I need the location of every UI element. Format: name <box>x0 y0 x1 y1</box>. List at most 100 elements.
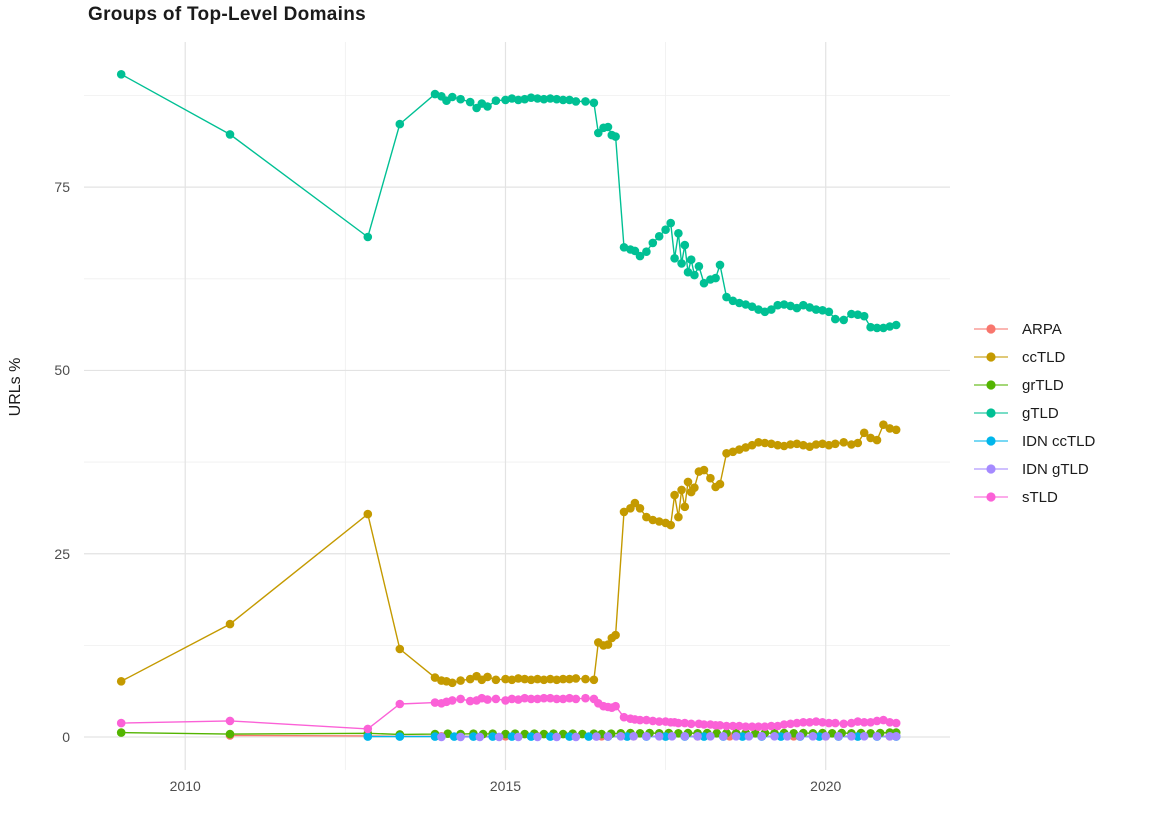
series-point-idn-gtld <box>783 732 792 741</box>
series-point-cctld <box>448 678 457 688</box>
legend-item-stld: sTLD <box>972 488 1095 506</box>
series-point-cctld <box>754 438 763 447</box>
series-point-stld <box>581 693 590 703</box>
series-point-cctld <box>465 674 475 684</box>
series-point-stld <box>635 715 645 725</box>
series-point-stld <box>648 716 658 726</box>
legend-key-icon <box>974 436 1008 446</box>
legend: ARPA ccTLD grTLD gTLD IDN ccTLD IDN gTLD sTLD <box>972 320 1095 506</box>
series-point-grtld <box>635 729 645 738</box>
series-point-gtld <box>116 70 126 79</box>
series-point-gtld <box>603 122 613 132</box>
series-point-idn-gtld <box>731 732 741 741</box>
series-point-idn-gtld <box>719 732 728 741</box>
series-point-gtld <box>694 262 704 271</box>
series-point-stld <box>571 694 581 704</box>
series-point-idn-gtld <box>834 732 843 741</box>
series-point-stld <box>526 694 536 704</box>
series-point-gtld <box>571 97 581 106</box>
series-point-stld <box>558 694 568 704</box>
legend-key-icon <box>974 464 1008 474</box>
series-point-gtld <box>715 260 725 270</box>
series-point-cctld <box>885 424 895 433</box>
series-point-cctld <box>483 672 492 682</box>
series-point-stld <box>839 719 848 729</box>
series-point-grtld <box>712 729 722 738</box>
series-point-cctld <box>539 675 549 685</box>
series-point-cctld <box>706 473 715 483</box>
series-point-stld <box>225 716 235 726</box>
series-point-gtld <box>491 96 501 105</box>
series-point-idn-cctld <box>776 732 786 741</box>
series-point-stld <box>430 698 440 707</box>
series-point-cctld <box>571 674 581 683</box>
series-point-idn-gtld <box>552 732 561 742</box>
series-point-stld <box>674 718 683 728</box>
legend-key-icon <box>974 380 1008 390</box>
series-point-gtld <box>690 270 699 280</box>
series-point-cctld <box>879 420 888 430</box>
legend-item-idn-gtld: IDN gTLD <box>972 460 1095 478</box>
series-point-idn-gtld <box>667 732 677 741</box>
legend-item-gtld: gTLD <box>972 404 1095 422</box>
series-point-cctld <box>363 509 373 519</box>
series-point-stld <box>859 718 869 727</box>
series-point-cctld <box>430 673 440 682</box>
series-point-idn-gtld <box>456 732 465 742</box>
series-point-gtld <box>767 305 776 314</box>
series-point-gtld <box>456 94 465 104</box>
legend-label: sTLD <box>1022 488 1058 506</box>
series-point-stld <box>779 720 789 729</box>
y-tick-label: 50 <box>54 362 70 379</box>
series-point-gtld <box>225 130 235 139</box>
series-point-stld <box>514 695 523 704</box>
series-point-cctld <box>514 674 523 683</box>
series-point-gtld <box>891 320 901 330</box>
series-point-cctld <box>824 440 834 450</box>
series-point-gtld <box>465 97 475 107</box>
series-point-stld <box>539 693 549 703</box>
legend-item-cctld: ccTLD <box>972 348 1095 366</box>
series-point-gtld <box>648 238 658 248</box>
y-tick-label: 25 <box>54 545 70 562</box>
series-point-idn-gtld <box>616 732 626 741</box>
series-point-stld <box>818 718 827 727</box>
series-point-gtld <box>674 229 683 238</box>
series-point-gtld <box>635 251 645 261</box>
series-point-idn-gtld <box>494 732 504 742</box>
series-point-stld <box>565 693 574 703</box>
legend-key-icon <box>974 352 1008 362</box>
series-point-cctld <box>811 440 821 449</box>
series-point-cctld <box>786 440 795 449</box>
series-point-gtld <box>686 255 696 264</box>
series-point-idn-gtld <box>872 732 882 741</box>
series-point-idn-cctld <box>853 732 863 741</box>
series-point-idn-cctld <box>488 732 498 741</box>
series-point-stld <box>654 717 664 726</box>
series-point-gtld <box>872 323 882 333</box>
series-point-idn-gtld <box>533 732 542 742</box>
y-tick-label: 75 <box>54 179 70 196</box>
series-point-cctld <box>395 644 405 654</box>
x-tick-label: 2010 <box>169 778 201 794</box>
x-tick-label: 2020 <box>810 778 842 794</box>
series-point-cctld <box>872 435 882 445</box>
series-point-gtld <box>699 278 709 288</box>
series-point-gtld <box>831 314 840 324</box>
series-point-stld <box>824 718 834 728</box>
series-point-stld <box>680 718 690 728</box>
series-point-gtld <box>661 225 670 234</box>
series-point-gtld <box>670 253 679 263</box>
series-point-gtld <box>666 218 675 228</box>
legend-label: gTLD <box>1022 404 1059 422</box>
series-point-idn-cctld <box>565 732 574 741</box>
series-point-gtld <box>839 315 848 325</box>
series-point-cctld <box>747 440 757 450</box>
series-point-gtld <box>507 94 517 103</box>
legend-item-arpa: ARPA <box>972 320 1095 338</box>
series-point-gtld <box>514 95 523 105</box>
series-point-stld <box>507 694 517 704</box>
series-point-cctld <box>839 438 848 447</box>
series-point-gtld <box>677 259 686 268</box>
